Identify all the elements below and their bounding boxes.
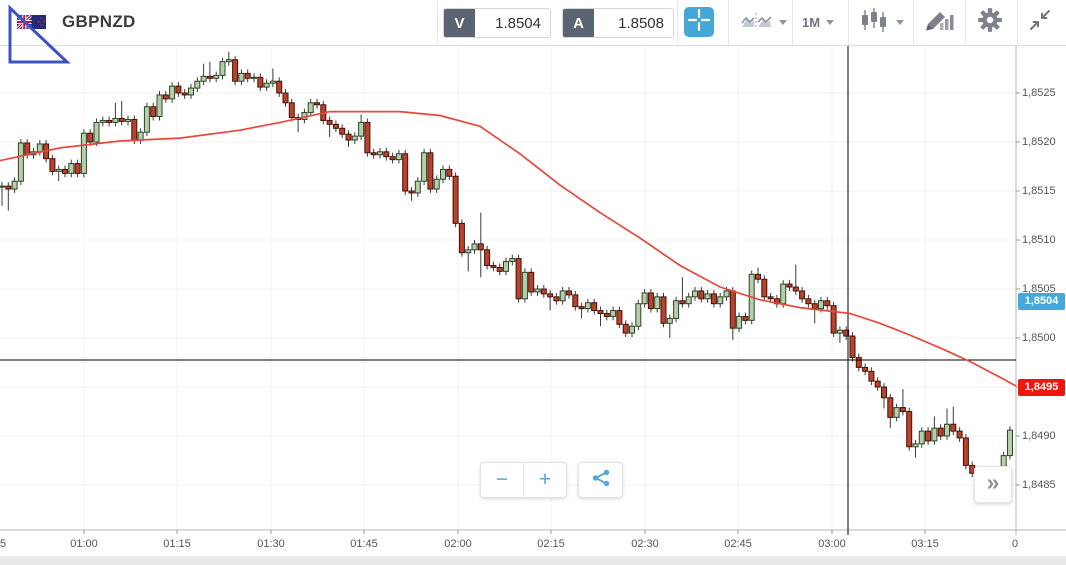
x-axis-label: 01:15 <box>163 538 191 550</box>
y-axis-label: 1,8520 <box>1022 136 1056 148</box>
buy-button[interactable]: A 1.8508 <box>562 8 674 38</box>
sell-price: 1.8504 <box>495 14 541 32</box>
x-axis-label: 02:15 <box>537 538 565 550</box>
expand-panel-button[interactable]: » <box>974 466 1012 503</box>
x-axis-label: 01:45 <box>350 538 378 550</box>
chart-compare-button[interactable] <box>741 0 787 45</box>
crosshair-tool-button[interactable] <box>684 7 714 37</box>
chevron-down-icon <box>779 20 787 25</box>
x-axis-label: 01:30 <box>257 538 285 550</box>
x-axis-label: 0 <box>1011 538 1019 550</box>
y-axis-label: 1,8525 <box>1022 87 1056 99</box>
chart-compare-icon <box>741 10 773 35</box>
crosshair-icon <box>686 7 712 38</box>
share-button[interactable] <box>578 462 623 498</box>
y-axis-label: 1,8515 <box>1022 185 1056 197</box>
chevron-down-icon <box>826 20 835 25</box>
drawing-tools-icon <box>925 8 955 37</box>
sell-button[interactable]: V 1.8504 <box>443 8 551 38</box>
collapse-button[interactable] <box>1029 0 1051 45</box>
x-axis-label: 02:30 <box>631 538 659 550</box>
timeframe-label: 1M <box>802 15 821 30</box>
drawing-tools-button[interactable] <box>925 0 955 45</box>
chart-type-button[interactable] <box>860 0 904 45</box>
moving-average-line <box>0 110 1017 387</box>
x-axis-label: 02:00 <box>444 538 472 550</box>
y-axis-label: 1,8490 <box>1022 430 1056 442</box>
chart-header: GBPNZD V 1.8504 A 1.8508 <box>0 0 1066 46</box>
chevron-down-icon <box>896 20 904 25</box>
collapse-icon <box>1029 9 1051 36</box>
divider <box>523 463 524 497</box>
y-axis-label: 1,8485 <box>1022 479 1056 491</box>
y-axis-label: 1,8500 <box>1022 332 1056 344</box>
candlestick-chart-icon <box>860 7 890 38</box>
y-axis-label: 1,8505 <box>1022 283 1056 295</box>
x-axis-label: 02:45 <box>724 538 752 550</box>
zoom-controls: − + <box>480 462 567 498</box>
settings-button[interactable] <box>976 0 1004 45</box>
y-axis-label: 1,8510 <box>1022 234 1056 246</box>
share-icon <box>591 468 611 493</box>
x-axis-label: 03:00 <box>818 538 846 550</box>
symbol-title: GBPNZD <box>62 12 136 31</box>
zoom-out-button[interactable]: − <box>495 468 509 491</box>
zoom-in-button[interactable]: + <box>538 468 552 491</box>
ma-price-marker: 1,8495 <box>1018 378 1065 396</box>
bottom-panel-edge <box>0 556 1066 565</box>
gear-icon <box>976 7 1004 38</box>
buy-price: 1.8508 <box>618 14 664 32</box>
buy-tag: A <box>563 9 594 37</box>
x-axis-label: 01:00 <box>70 538 98 550</box>
x-axis-label: 03:15 <box>911 538 939 550</box>
sell-tag: V <box>444 9 475 37</box>
timeframe-select[interactable]: 1M <box>802 0 835 45</box>
triangle-annotation <box>0 0 80 75</box>
x-axis-label: 5 <box>0 538 7 550</box>
bid-price-marker: 1,8504 <box>1018 293 1065 311</box>
